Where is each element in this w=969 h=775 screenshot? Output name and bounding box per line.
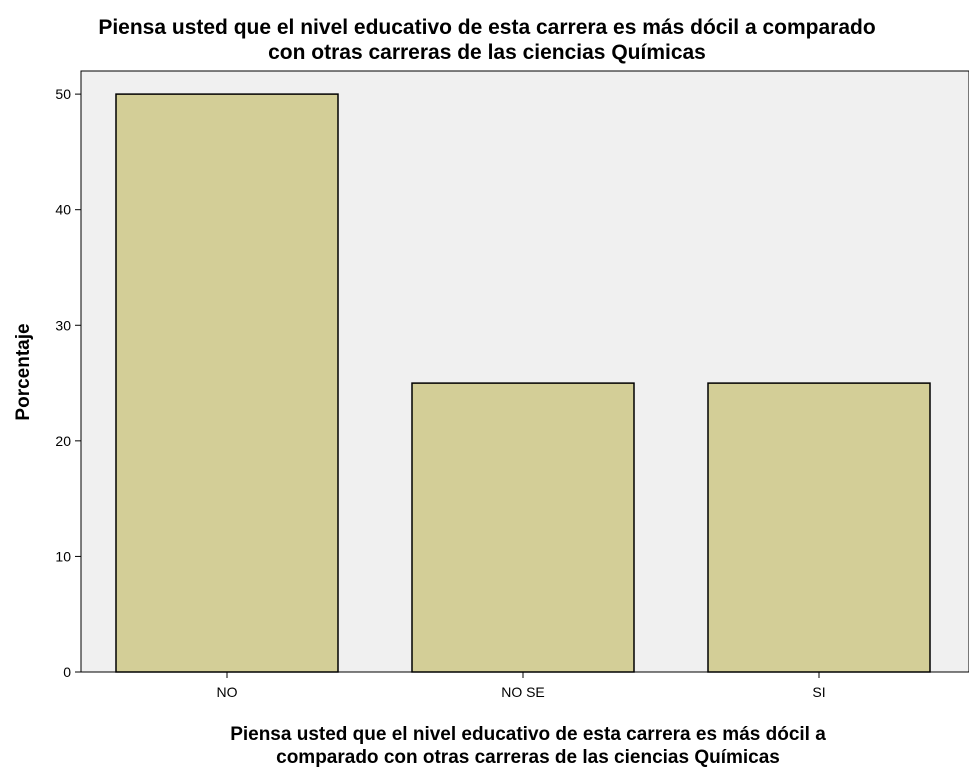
y-tick-label-50: 50 xyxy=(55,86,71,102)
bar-no-se xyxy=(411,382,635,673)
x-tick-label-si: SI xyxy=(812,684,825,700)
y-axis-label: Porcentaje xyxy=(13,323,34,420)
x-tick-label-no: NO xyxy=(217,684,238,700)
y-tick-label-40: 40 xyxy=(55,202,71,218)
x-axis-label-line-1: Piensa usted que el nivel educativo de e… xyxy=(230,724,826,745)
y-tick-label-0: 0 xyxy=(63,664,71,680)
bars-group xyxy=(115,93,931,673)
chart-title-line-2: con otras carreras de las ciencias Quími… xyxy=(268,41,706,64)
x-axis: NO NO SE SI xyxy=(217,672,826,700)
x-tick-label-no-se: NO SE xyxy=(501,684,545,700)
y-tick-label-10: 10 xyxy=(55,548,71,564)
y-tick-label-20: 20 xyxy=(55,433,71,449)
chart-title-line-1: Piensa usted que el nivel educativo de e… xyxy=(98,16,875,39)
x-axis-label-line-2: comparado con otras carreras de las cien… xyxy=(276,747,780,768)
y-axis: 0 10 20 30 40 50 xyxy=(55,86,81,680)
bar-no xyxy=(115,93,339,673)
bar-si xyxy=(707,382,931,673)
y-tick-label-30: 30 xyxy=(55,317,71,333)
